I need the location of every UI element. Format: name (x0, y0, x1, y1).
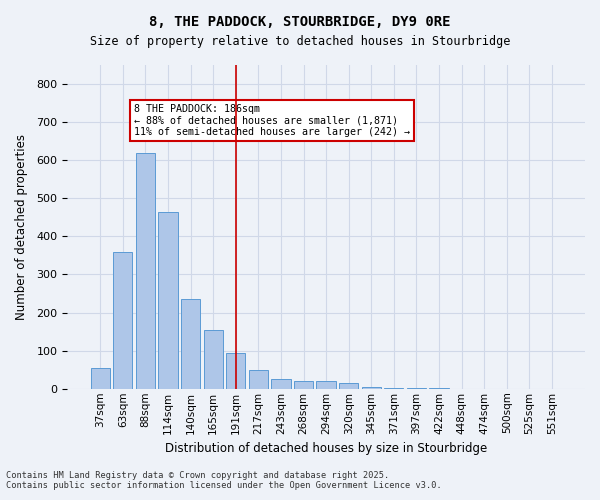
Bar (249, 370, 268, 389)
Bar (181, 300, 200, 389)
Text: 8 THE PADDOCK: 186sqm
← 88% of detached houses are smaller (1,871)
11% of semi-d: 8 THE PADDOCK: 186sqm ← 88% of detached … (134, 104, 410, 137)
Bar (294, 381, 313, 389)
Bar (136, 152, 155, 389)
Bar (91, 368, 110, 389)
Bar (384, 388, 403, 389)
Bar (113, 252, 133, 389)
Bar (316, 381, 335, 389)
Y-axis label: Number of detached properties: Number of detached properties (15, 134, 28, 320)
Bar (362, 387, 381, 389)
Bar (226, 352, 245, 389)
Text: 8, THE PADDOCK, STOURBRIDGE, DY9 0RE: 8, THE PADDOCK, STOURBRIDGE, DY9 0RE (149, 15, 451, 29)
Bar (271, 379, 290, 389)
X-axis label: Distribution of detached houses by size in Stourbridge: Distribution of detached houses by size … (165, 442, 487, 455)
Text: Size of property relative to detached houses in Stourbridge: Size of property relative to detached ho… (90, 35, 510, 48)
Text: Contains HM Land Registry data © Crown copyright and database right 2025.
Contai: Contains HM Land Registry data © Crown c… (6, 470, 442, 490)
Bar (158, 212, 178, 389)
Bar (339, 383, 358, 389)
Bar (203, 330, 223, 389)
